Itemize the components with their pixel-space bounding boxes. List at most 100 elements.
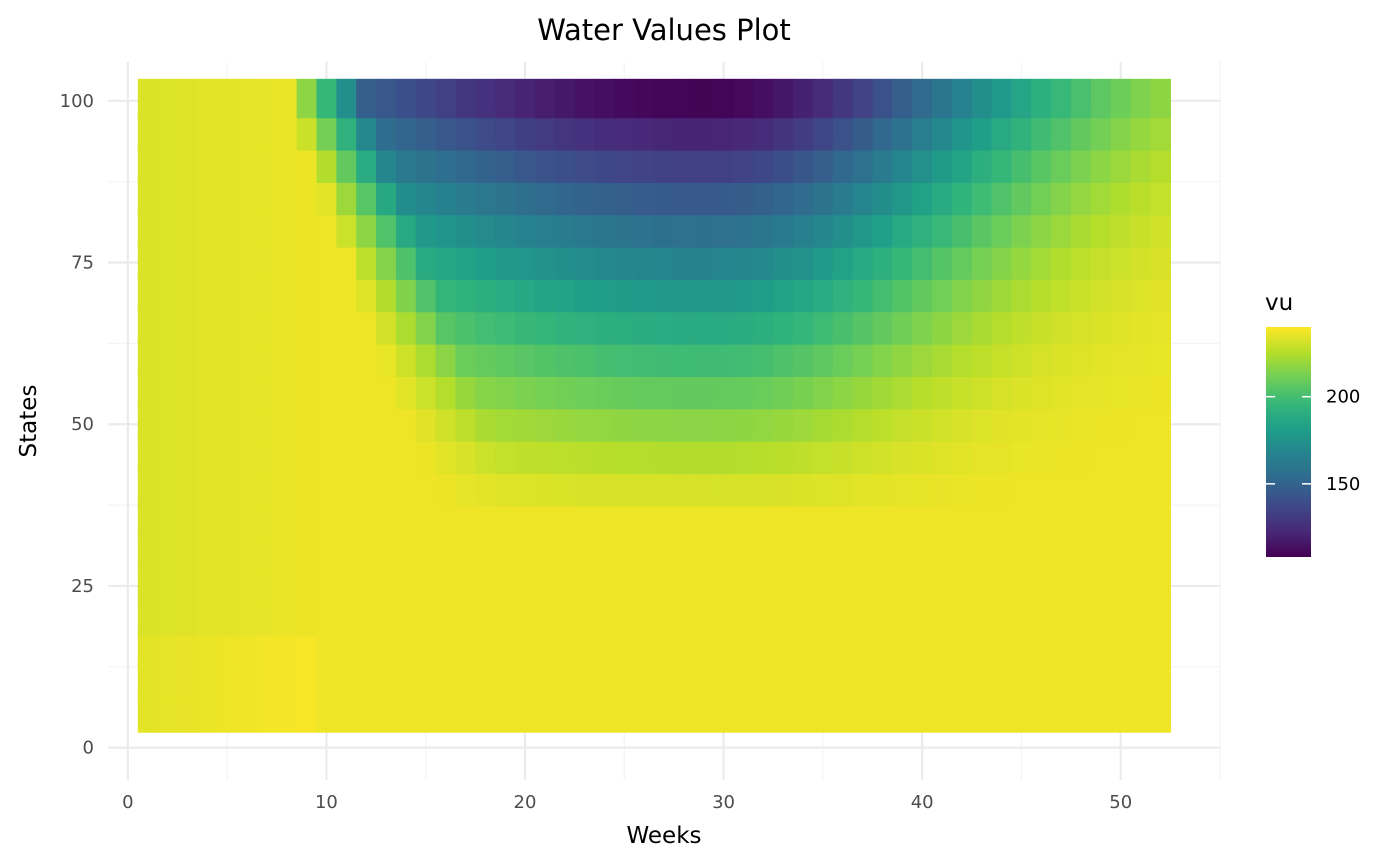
heatmap-cell — [1090, 272, 1112, 313]
heatmap-cell — [654, 143, 675, 183]
heatmap-cell — [157, 305, 179, 345]
heatmap-cell — [872, 78, 893, 119]
heatmap-cell — [713, 499, 735, 539]
heatmap-cell — [753, 240, 774, 280]
heatmap-cell — [376, 240, 397, 280]
heatmap-cell — [296, 208, 318, 248]
heatmap-cell — [336, 660, 357, 701]
heatmap-cell — [793, 466, 814, 507]
heatmap-cell — [217, 499, 238, 539]
heatmap-cell — [316, 337, 337, 377]
heatmap-cell — [137, 402, 159, 442]
heatmap-cell — [415, 305, 437, 345]
heatmap-cell — [515, 369, 536, 410]
heatmap-cell — [197, 563, 218, 604]
heatmap-cell — [237, 369, 258, 410]
heatmap-cell — [1071, 143, 1092, 183]
heatmap-cell — [832, 175, 854, 216]
heatmap-cell — [812, 693, 834, 733]
heatmap-cell — [812, 272, 834, 313]
heatmap-cell — [951, 369, 973, 410]
heatmap-cell — [515, 305, 536, 345]
heatmap-cell — [515, 434, 536, 474]
heatmap-cell — [554, 208, 576, 248]
heatmap-cell — [1031, 111, 1052, 151]
heatmap-cell — [356, 660, 377, 701]
heatmap-cell — [415, 240, 437, 280]
heatmap-cell — [832, 466, 854, 507]
heatmap-cell — [1150, 111, 1171, 151]
heatmap-cell — [515, 660, 536, 701]
heatmap-cell — [832, 78, 854, 119]
heatmap-cell — [832, 305, 854, 345]
heatmap-cell — [971, 111, 993, 151]
heatmap-cell — [773, 143, 794, 183]
heatmap-cell — [693, 402, 715, 442]
heatmap-cell — [673, 208, 695, 248]
heatmap-cell — [356, 143, 377, 183]
heatmap-cell — [614, 208, 635, 248]
heatmap-cell — [852, 596, 874, 636]
heatmap-cell — [415, 272, 437, 313]
heatmap-cell — [177, 78, 198, 119]
heatmap-cell — [1051, 596, 1072, 636]
heatmap-cell — [713, 240, 735, 280]
heatmap-cell — [852, 660, 874, 701]
heatmap-cell — [1090, 466, 1112, 507]
heatmap-cell — [1130, 240, 1152, 280]
heatmap-cell — [276, 628, 298, 669]
heatmap-cell — [574, 434, 596, 474]
heatmap-cell — [1150, 693, 1171, 733]
y-tick-label: 75 — [71, 253, 94, 274]
heatmap-cell — [634, 596, 655, 636]
heatmap-cell — [693, 628, 715, 669]
heatmap-cell — [376, 272, 397, 313]
heatmap-cell — [852, 272, 874, 313]
heatmap-cell — [594, 305, 615, 345]
heatmap-cell — [892, 175, 913, 216]
x-tick-label: 30 — [712, 792, 735, 813]
heatmap-cell — [197, 272, 218, 313]
heatmap-cell — [654, 693, 675, 733]
heatmap-cell — [197, 143, 218, 183]
heatmap-cell — [495, 434, 516, 474]
heatmap-cell — [217, 402, 238, 442]
heatmap-cell — [554, 111, 576, 151]
heatmap-cell — [415, 337, 437, 377]
heatmap-cell — [673, 402, 695, 442]
heatmap-cell — [475, 693, 496, 733]
heatmap-cell — [773, 693, 794, 733]
heatmap-cell — [515, 337, 536, 377]
heatmap-cell — [912, 175, 933, 216]
heatmap-cell — [673, 369, 695, 410]
heatmap-cell — [892, 78, 913, 119]
heatmap-cell — [733, 531, 754, 572]
heatmap-cell — [495, 272, 516, 313]
heatmap-cell — [872, 272, 893, 313]
heatmap-cell — [574, 337, 596, 377]
heatmap-cell — [376, 596, 397, 636]
heatmap-cell — [1031, 240, 1052, 280]
heatmap-cell — [515, 208, 536, 248]
heatmap-cell — [892, 369, 913, 410]
heatmap-cell — [773, 531, 794, 572]
heatmap-cell — [415, 208, 437, 248]
heatmap-cell — [733, 143, 754, 183]
heatmap-cell — [1051, 531, 1072, 572]
heatmap-cell — [733, 434, 754, 474]
heatmap-cell — [912, 531, 933, 572]
heatmap-cell — [1150, 175, 1171, 216]
heatmap-cell — [892, 240, 913, 280]
heatmap-cell — [1110, 337, 1132, 377]
heatmap-cell — [435, 563, 457, 604]
heatmap-cell — [991, 531, 1013, 572]
heatmap-cell — [534, 563, 556, 604]
heatmap-cell — [574, 369, 596, 410]
heatmap-cell — [574, 175, 596, 216]
heatmap-cell — [177, 143, 198, 183]
heatmap-cell — [455, 240, 476, 280]
heatmap-cell — [276, 596, 298, 636]
heatmap-cell — [554, 596, 576, 636]
heatmap-cell — [495, 466, 516, 507]
heatmap-cell — [197, 434, 218, 474]
